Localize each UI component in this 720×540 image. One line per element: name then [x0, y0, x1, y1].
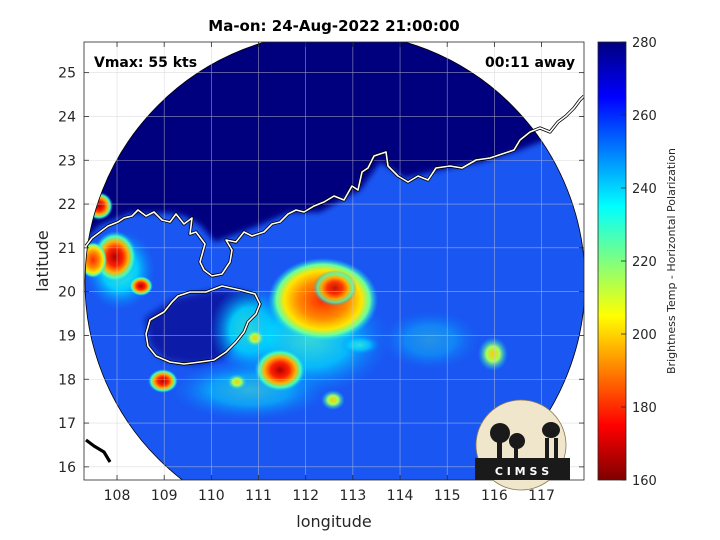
colorbar-tick-label: 200: [632, 328, 657, 343]
y-tick-label: 21: [58, 241, 76, 257]
y-axis-label: latitude: [33, 230, 52, 291]
vmax-label: Vmax: 55 kts: [94, 55, 197, 71]
x-tick-label: 115: [434, 488, 461, 504]
x-tick-label: 116: [481, 488, 508, 504]
time-away-label: 00:11 away: [485, 55, 575, 71]
colorbar-tick-label: 240: [632, 182, 657, 197]
x-axis-label: longitude: [296, 512, 371, 531]
logo-text: C I M S S: [495, 465, 549, 478]
x-tick-labels: 108 109 110 111 112 113 114 115 116 117: [104, 488, 555, 504]
y-tick-label: 23: [58, 153, 76, 169]
x-tick-label: 110: [198, 488, 225, 504]
colorbar-ticks: 280 260 240 220 200 180 160: [621, 36, 657, 489]
grid-lines: [84, 42, 584, 480]
colorbar-tick-label: 220: [632, 255, 657, 270]
colorbar-tick-label: 160: [632, 474, 657, 489]
x-tick-label: 114: [387, 488, 414, 504]
y-tick-label: 19: [58, 328, 76, 344]
axes-frame: [83, 41, 585, 481]
figure-title: Ma-on: 24-Aug-2022 21:00:00: [208, 17, 459, 35]
x-tick-label: 109: [151, 488, 178, 504]
cimss-logo: C I M S S: [475, 399, 570, 491]
x-tick-label: 113: [340, 488, 367, 504]
x-tick-label: 117: [528, 488, 555, 504]
colorbar-label: Brightness Temp - Horizontal Polarizatio…: [665, 148, 678, 374]
y-tick-label: 24: [58, 109, 76, 125]
coastline: [84, 94, 584, 463]
y-tick-labels: 16 17 18 19 20 21 22 23 24 25: [58, 66, 76, 476]
x-tick-label: 111: [245, 488, 272, 504]
water-tower-icon: [545, 438, 549, 458]
x-tick-label: 112: [292, 488, 319, 504]
y-tick-label: 17: [58, 416, 76, 432]
y-tick-label: 18: [58, 372, 76, 388]
satellite-dish-icon: [490, 423, 510, 443]
x-tick-label: 108: [104, 488, 131, 504]
colorbar-tick-label: 280: [632, 36, 657, 51]
colorbar-tick-label: 180: [632, 401, 657, 416]
satellite-swath: [84, 42, 584, 480]
colorbar-tick-label: 260: [632, 109, 657, 124]
y-tick-label: 16: [58, 460, 76, 476]
y-tick-label: 25: [58, 66, 76, 82]
satellite-dish-icon: [509, 433, 525, 449]
y-tick-label: 22: [58, 197, 76, 213]
y-tick-label: 20: [58, 285, 76, 301]
